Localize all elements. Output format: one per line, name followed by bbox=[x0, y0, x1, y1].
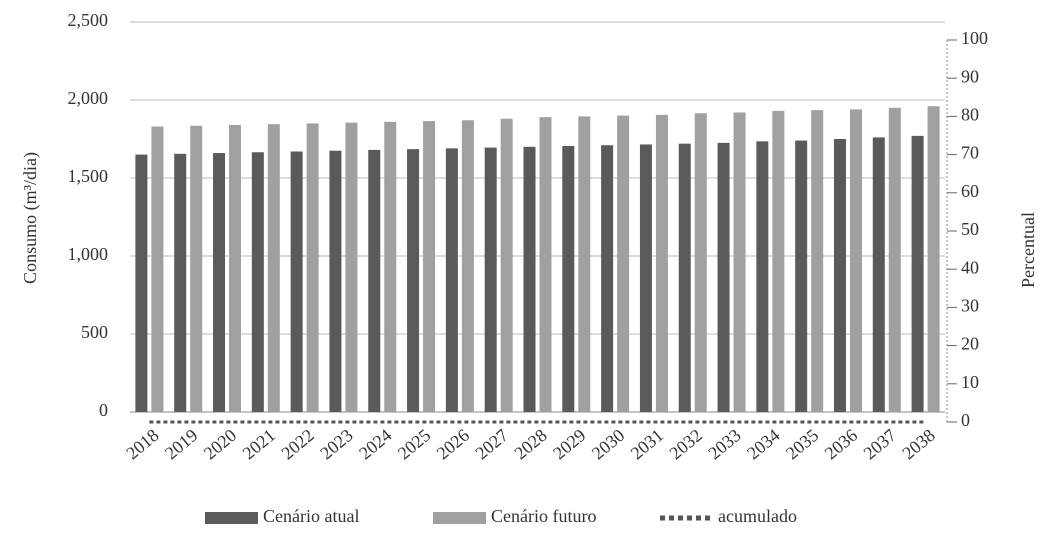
y2-tick-label: 0 bbox=[961, 410, 970, 430]
y-tick-label: 2,500 bbox=[68, 10, 109, 30]
bar bbox=[384, 121, 397, 412]
bar bbox=[678, 143, 691, 412]
y2-tick-label: 90 bbox=[961, 66, 979, 86]
x-tick-label: 2029 bbox=[549, 425, 589, 463]
x-tick-label: 2031 bbox=[627, 425, 667, 463]
bar bbox=[368, 149, 381, 413]
legend-label: Cenário atual bbox=[263, 506, 359, 526]
bar bbox=[717, 142, 730, 412]
x-tick-label: 2036 bbox=[821, 425, 861, 463]
y2-tick-label: 100 bbox=[961, 28, 988, 48]
legend-label: acumulado bbox=[718, 506, 797, 526]
bar bbox=[617, 115, 630, 412]
x-tick-label: 2026 bbox=[433, 425, 473, 463]
bar bbox=[756, 141, 769, 412]
bar bbox=[539, 117, 552, 412]
x-tick-label: 2019 bbox=[161, 425, 201, 463]
bar bbox=[135, 154, 148, 412]
x-tick-label: 2018 bbox=[122, 425, 162, 463]
x-tick-label: 2035 bbox=[782, 425, 822, 463]
bar bbox=[500, 118, 513, 412]
y-tick-label: 1,000 bbox=[68, 244, 109, 264]
bar bbox=[872, 137, 885, 412]
bar bbox=[190, 125, 203, 413]
bar bbox=[601, 145, 614, 413]
x-tick-label: 2033 bbox=[704, 425, 744, 463]
x-tick-label: 2038 bbox=[898, 425, 938, 463]
y2-tick-label: 60 bbox=[961, 181, 979, 201]
bar bbox=[694, 113, 707, 412]
bar bbox=[639, 144, 652, 412]
y2-tick-label: 30 bbox=[961, 296, 979, 316]
bar bbox=[562, 146, 575, 412]
y2-tick-label: 40 bbox=[961, 257, 979, 277]
bar bbox=[888, 107, 901, 413]
bar bbox=[461, 120, 474, 412]
y2-tick-label: 80 bbox=[961, 105, 979, 125]
x-tick-label: 2030 bbox=[588, 425, 628, 463]
bar bbox=[345, 122, 358, 413]
y-tick-label: 500 bbox=[81, 322, 108, 342]
x-tick-label: 2028 bbox=[510, 425, 550, 463]
legend-swatch bbox=[205, 512, 258, 524]
bar bbox=[151, 126, 164, 413]
bar bbox=[849, 109, 862, 413]
y-axis-label: Consumo (m³/dia) bbox=[20, 152, 41, 284]
x-tick-label: 2025 bbox=[394, 425, 434, 463]
x-tick-label: 2037 bbox=[860, 425, 900, 463]
y2-tick-label: 70 bbox=[961, 143, 979, 163]
bar bbox=[927, 106, 940, 413]
bar bbox=[578, 116, 591, 412]
bar bbox=[833, 139, 846, 412]
x-tick-label: 2023 bbox=[316, 425, 356, 463]
x-tick-label: 2021 bbox=[239, 425, 279, 463]
x-tick-label: 2024 bbox=[355, 425, 395, 463]
y2-tick-label: 10 bbox=[961, 372, 979, 392]
bar bbox=[306, 123, 319, 413]
bar bbox=[911, 135, 924, 412]
y2-axis-label: Percentual bbox=[1018, 212, 1038, 288]
x-tick-label: 2027 bbox=[471, 425, 511, 463]
bar bbox=[174, 153, 187, 412]
bar bbox=[733, 112, 746, 412]
bar bbox=[290, 151, 303, 413]
y2-tick-label: 20 bbox=[961, 334, 979, 354]
x-tick-label: 2022 bbox=[277, 425, 317, 463]
y-tick-label: 2,000 bbox=[68, 88, 109, 108]
y-tick-label: 1,500 bbox=[68, 166, 109, 186]
bar bbox=[811, 110, 824, 412]
bar bbox=[484, 147, 497, 412]
x-tick-label: 2034 bbox=[743, 425, 783, 463]
bar bbox=[251, 152, 264, 412]
bar bbox=[523, 146, 536, 413]
y-tick-label: 0 bbox=[99, 400, 108, 420]
x-tick-label: 2020 bbox=[200, 425, 240, 463]
bar bbox=[229, 124, 242, 413]
bar bbox=[772, 110, 785, 413]
bar bbox=[423, 121, 436, 412]
legend-label: Cenário futuro bbox=[491, 506, 596, 526]
bar bbox=[795, 140, 808, 412]
bar bbox=[655, 114, 668, 412]
legend-swatch bbox=[433, 512, 486, 524]
bar bbox=[407, 149, 420, 412]
x-tick-label: 2032 bbox=[666, 425, 706, 463]
y2-tick-label: 50 bbox=[961, 219, 979, 239]
bar bbox=[329, 150, 342, 412]
bar bbox=[267, 124, 280, 413]
bar bbox=[213, 153, 226, 413]
bar bbox=[445, 148, 458, 413]
